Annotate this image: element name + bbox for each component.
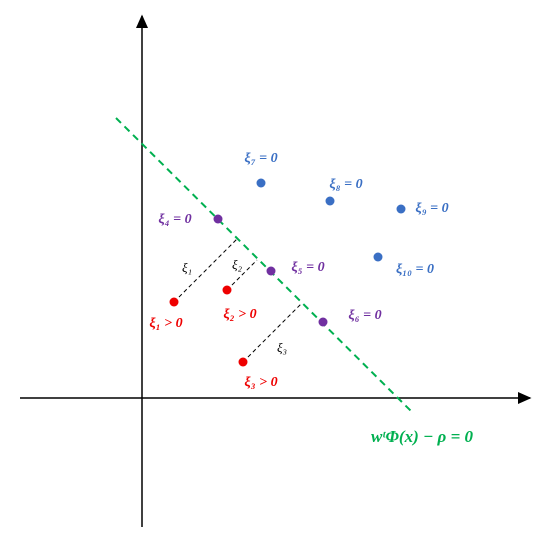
- slack-label: ξ₁: [182, 260, 192, 275]
- point: [256, 178, 266, 188]
- decision-boundary: [115, 117, 415, 415]
- slack-line: [226, 259, 258, 291]
- point-label: ξ₃ > 0: [244, 375, 277, 390]
- point: [396, 204, 406, 214]
- point-label: ξ₄ = 0: [158, 212, 191, 227]
- point: [222, 285, 232, 295]
- point: [169, 297, 179, 307]
- point-label: ξ₁ > 0: [149, 316, 182, 331]
- point-label: ξ₅ = 0: [291, 260, 324, 275]
- point-label: ξ₂ > 0: [223, 307, 256, 322]
- point: [238, 357, 248, 367]
- point: [318, 317, 328, 327]
- point-label: ξ₇ = 0: [244, 151, 277, 166]
- point: [213, 214, 223, 224]
- point: [325, 196, 335, 206]
- point: [266, 266, 276, 276]
- point-label: ξ₉ = 0: [415, 201, 448, 216]
- slack-line: [173, 238, 238, 303]
- point-label: ξ₈ = 0: [329, 177, 362, 192]
- slack-label: ξ₃: [277, 340, 287, 355]
- point-label: ξ₁₀ = 0: [396, 262, 434, 277]
- point: [373, 252, 383, 262]
- slack-label: ξ₂: [232, 257, 243, 272]
- point-label: ξ₆ = 0: [348, 308, 381, 323]
- boundary-equation: wᵗΦ(x) − ρ = 0: [371, 427, 474, 446]
